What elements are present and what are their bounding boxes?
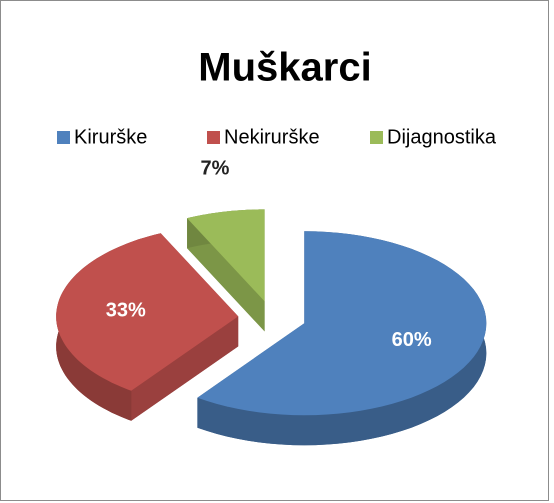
slice xyxy=(197,231,487,416)
data-label: 60% xyxy=(392,329,432,351)
chart-title: Muškarci xyxy=(198,46,371,90)
data-label: 33% xyxy=(106,299,146,321)
legend-swatch xyxy=(370,131,383,144)
slice-3d xyxy=(197,231,487,446)
slice xyxy=(56,233,239,391)
legend-swatch xyxy=(57,131,70,144)
slice-3d xyxy=(187,209,265,332)
slice-cut-face xyxy=(187,218,265,332)
slice-rim xyxy=(197,231,487,446)
legend-label: Nekirurške xyxy=(224,126,320,148)
legend-label: Kirurške xyxy=(74,126,147,148)
data-label: 7% xyxy=(201,157,230,179)
slice xyxy=(187,209,265,302)
legend-swatch xyxy=(207,131,220,144)
legend-label: Dijagnostika xyxy=(387,126,497,148)
slice-cut-face xyxy=(131,316,239,421)
slice-3d xyxy=(56,233,239,421)
